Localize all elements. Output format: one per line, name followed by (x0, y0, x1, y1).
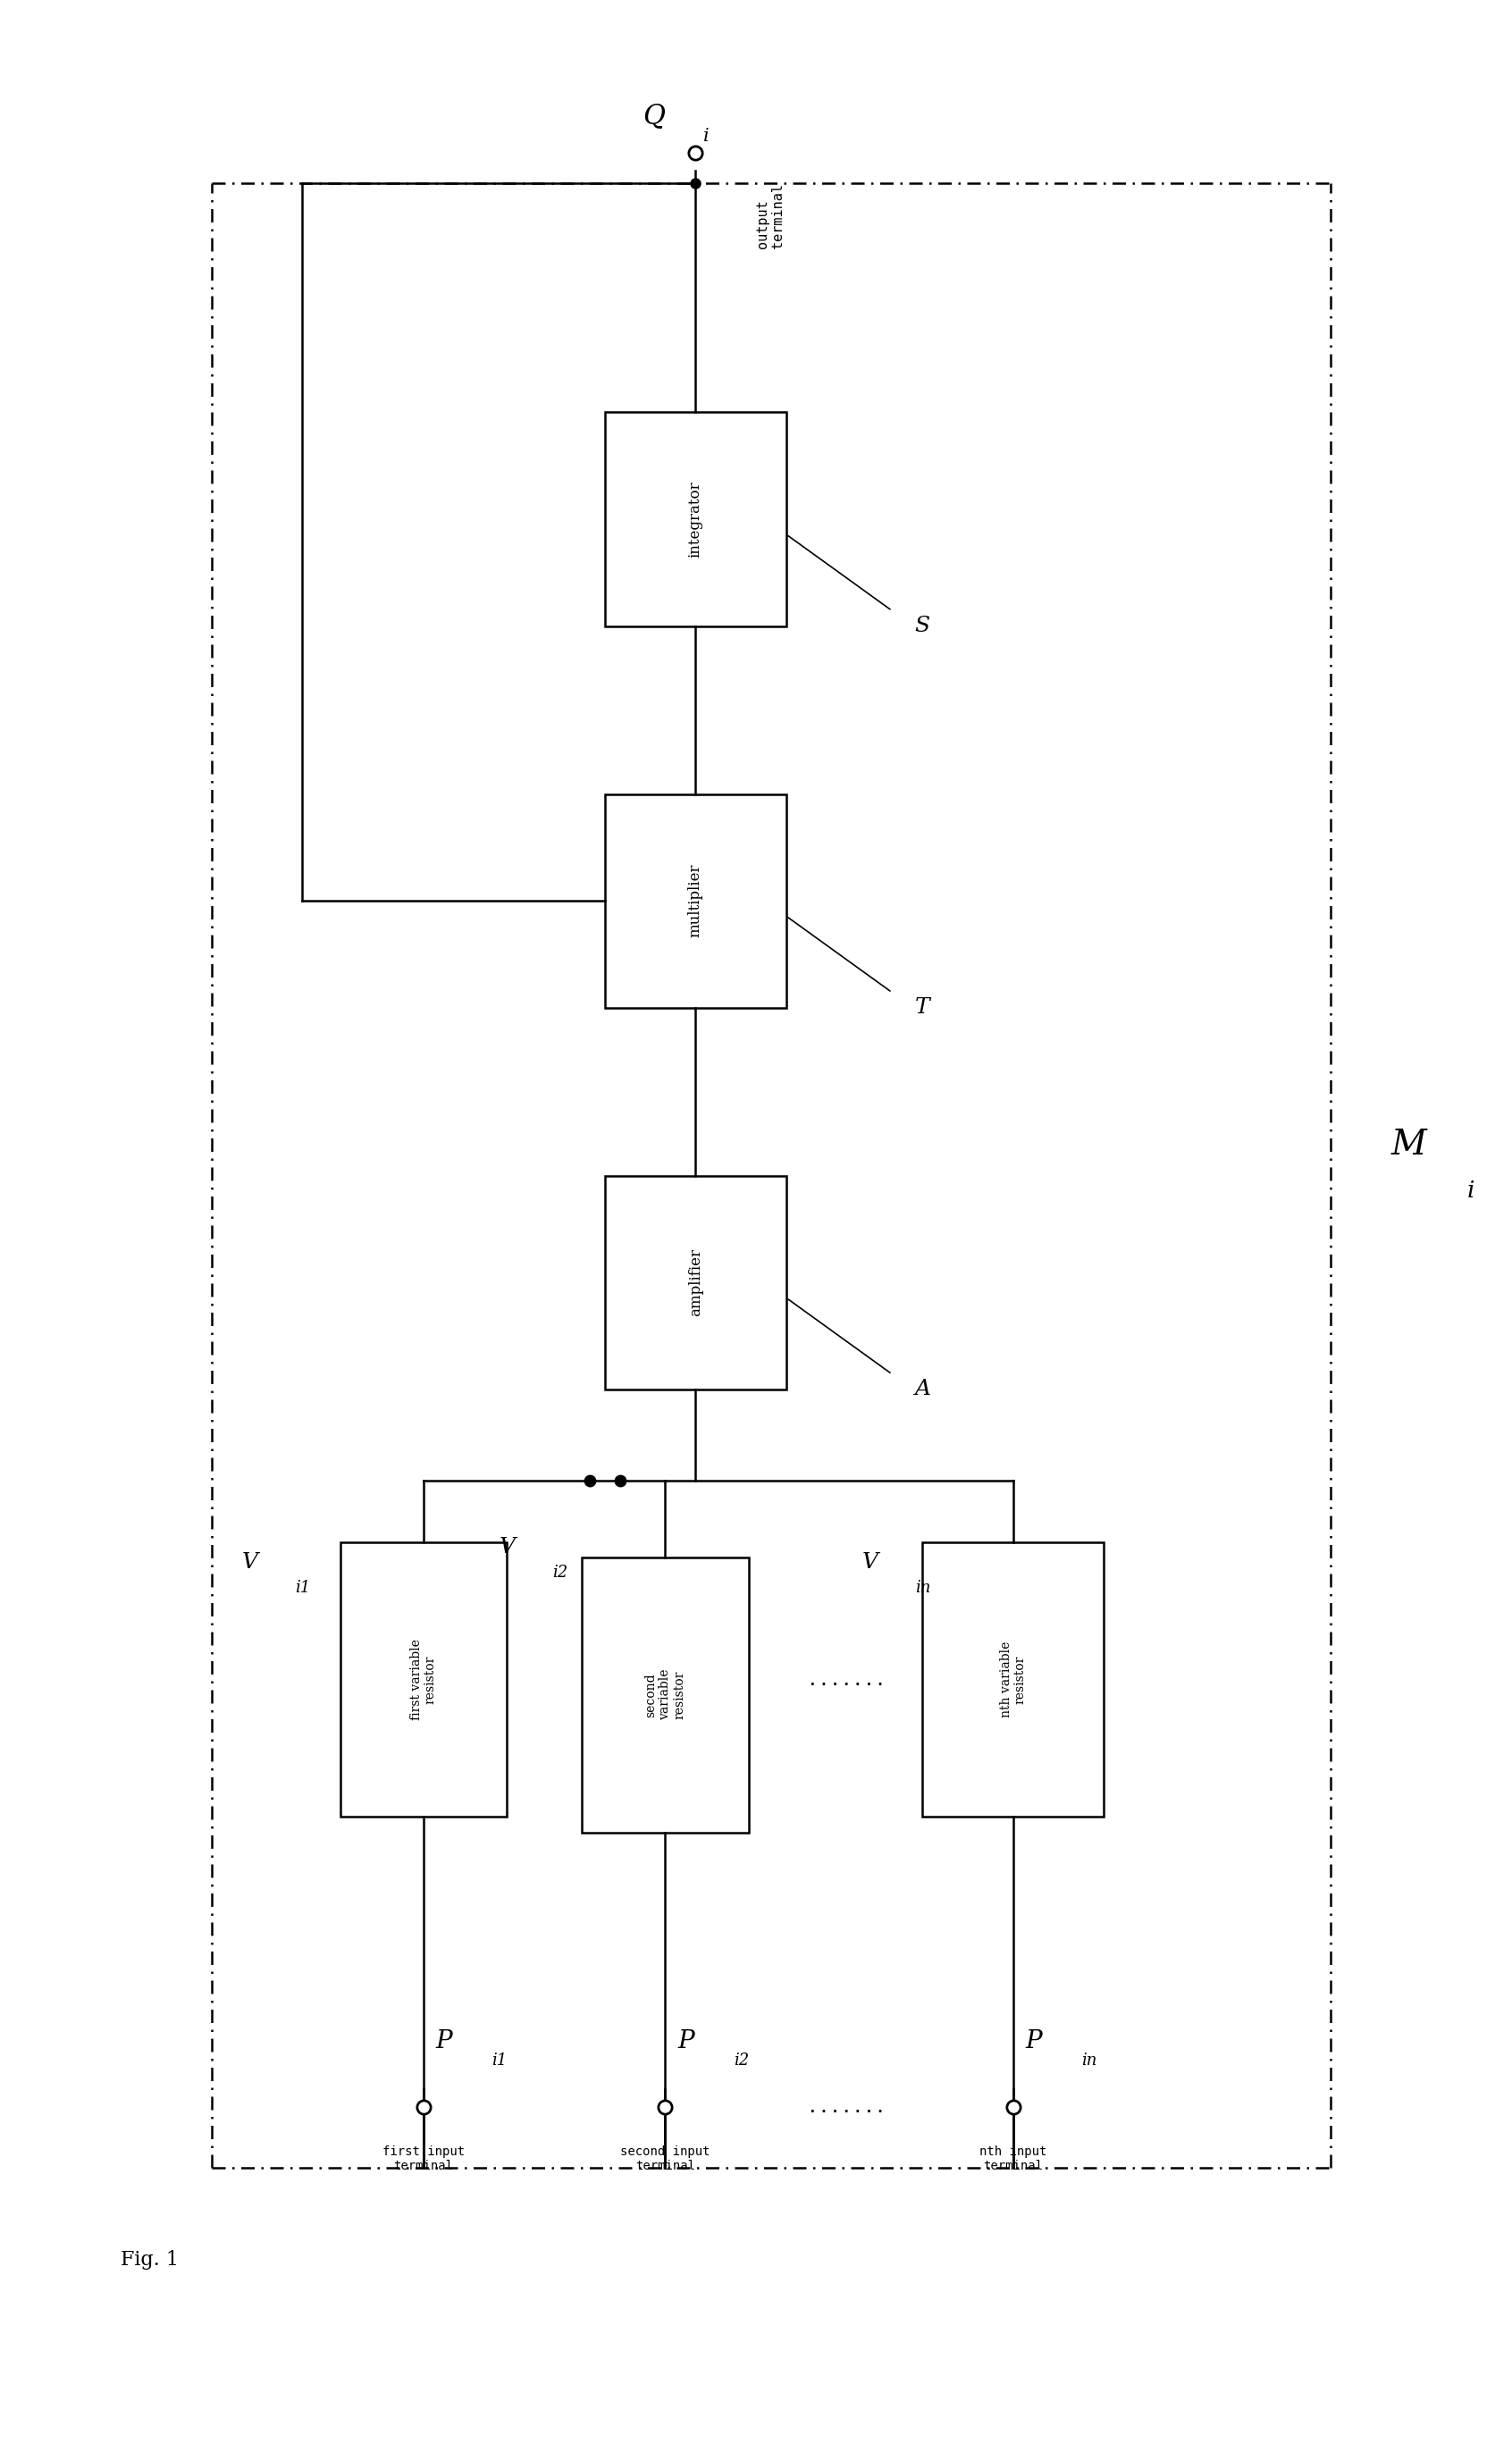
Text: P: P (677, 2030, 694, 2055)
Text: first variable
resistor: first variable resistor (410, 1639, 437, 1720)
Bar (605, 413, 786, 625)
Text: first input
terminal: first input terminal (383, 2145, 464, 2172)
Text: M: M (1391, 1129, 1426, 1163)
Text: i: i (703, 127, 709, 144)
Text: i2: i2 (552, 1564, 567, 1581)
Bar (582, 1559, 748, 1832)
Text: amplifier: amplifier (688, 1248, 703, 1317)
Text: nth variable
resistor: nth variable resistor (999, 1642, 1027, 1717)
Text: Q: Q (643, 103, 665, 129)
Text: A: A (915, 1380, 931, 1400)
Text: multiplier: multiplier (688, 865, 703, 938)
Text: in: in (1081, 2052, 1096, 2069)
Text: P: P (1025, 2030, 1042, 2055)
Bar (605, 794, 786, 1007)
Text: P: P (435, 2030, 452, 2055)
Text: Fig. 1: Fig. 1 (121, 2250, 178, 2270)
Text: i1: i1 (295, 1581, 310, 1595)
Text: i1: i1 (491, 2052, 507, 2069)
Text: i: i (1467, 1180, 1474, 1202)
Text: second
variable
resistor: second variable resistor (644, 1669, 686, 1720)
Text: .......: ....... (807, 1671, 886, 1688)
Text: in: in (915, 1581, 930, 1595)
Bar (340, 1542, 507, 1818)
Text: T: T (915, 997, 930, 1019)
Bar (922, 1542, 1104, 1818)
Text: second input
terminal: second input terminal (620, 2145, 711, 2172)
Text: output
terminal: output terminal (756, 183, 785, 249)
Text: V: V (862, 1551, 878, 1573)
Text: .......: ....... (807, 2099, 886, 2116)
Text: S: S (915, 616, 930, 635)
Text: i2: i2 (733, 2052, 748, 2069)
Text: V: V (499, 1537, 516, 1559)
Text: integrator: integrator (688, 481, 703, 557)
Text: nth input
terminal: nth input terminal (980, 2145, 1046, 2172)
Bar (605, 1175, 786, 1390)
Text: V: V (242, 1551, 259, 1573)
